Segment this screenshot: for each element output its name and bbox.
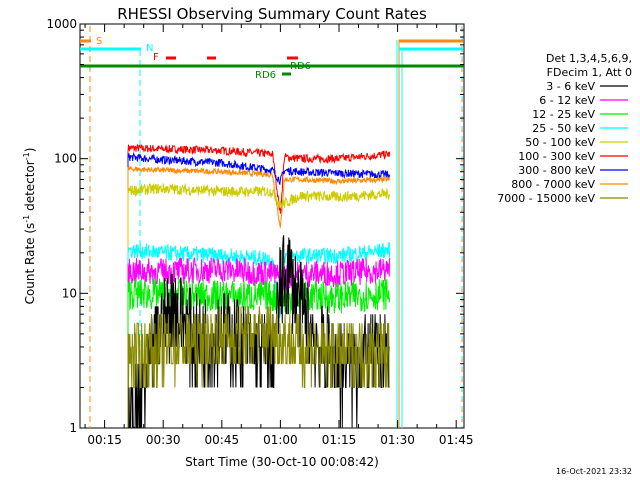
series-line xyxy=(127,165,391,428)
legend-entry-label: 100 - 300 keV xyxy=(518,150,595,163)
y-axis: 1 10 100 1000 xyxy=(46,17,464,435)
x-tick-label: 01:15 xyxy=(322,433,357,447)
series-line xyxy=(127,257,391,428)
series-layer xyxy=(127,143,391,428)
series-line xyxy=(127,241,391,428)
x-axis-label: Start Time (30-Oct-10 00:08:42) xyxy=(185,455,379,469)
legend-entry-label: 3 - 6 keV xyxy=(546,80,595,93)
annotation-label: RD6 xyxy=(255,70,276,81)
x-tick-label: 01:00 xyxy=(263,433,298,447)
annotation-label: RD6 xyxy=(290,61,311,72)
legend-entry-label: 7000 - 15000 keV xyxy=(497,192,595,205)
annotation-label: F xyxy=(153,52,159,63)
plot-area xyxy=(79,23,465,429)
x-tick-label: 00:30 xyxy=(146,433,181,447)
y-tick-label: 10 xyxy=(62,286,77,300)
y-tick-label: 100 xyxy=(54,152,77,166)
legend-entry-label: 800 - 7000 keV xyxy=(511,178,595,191)
y-axis-label: Count Rate (s-1 detector-1) xyxy=(22,148,37,305)
legend-entry-label: 25 - 50 keV xyxy=(532,122,595,135)
x-axis: 00:15 00:30 00:45 01:00 01:15 01:30 01:45 xyxy=(84,24,474,447)
x-tick-label: 00:45 xyxy=(205,433,240,447)
legend-header-detectors: Det 1,3,4,5,6,9, xyxy=(546,52,632,65)
legend-entry-label: 6 - 12 keV xyxy=(539,94,595,107)
y-tick-label: 1000 xyxy=(46,17,77,31)
legend-entry-label: 300 - 800 keV xyxy=(518,164,595,177)
footer-date: 16-Oct-2021 23:32 xyxy=(556,467,632,476)
x-tick-label: 01:30 xyxy=(380,433,415,447)
plot-frame xyxy=(79,23,465,429)
y-tick-label: 1 xyxy=(69,421,77,435)
legend-header-decimation: FDecim 1, Att 0 xyxy=(547,66,632,79)
annotation-label: N xyxy=(146,43,153,54)
observing-markers: S NF RD6 RD6 xyxy=(80,26,464,428)
series-line xyxy=(127,143,391,428)
legend-entry-label: 12 - 25 keV xyxy=(532,108,595,121)
legend: Det 1,3,4,5,6,9, FDecim 1, Att 0 3 - 6 k… xyxy=(497,52,632,205)
chart-title: RHESSI Observing Summary Count Rates xyxy=(117,5,427,23)
annotation-label: S xyxy=(96,36,102,47)
x-tick-label: 00:15 xyxy=(87,433,122,447)
series-line xyxy=(127,306,390,428)
x-tick-label: 01:45 xyxy=(439,433,474,447)
series-line xyxy=(127,151,391,428)
legend-entry-label: 50 - 100 keV xyxy=(525,136,595,149)
series-line xyxy=(127,182,391,428)
